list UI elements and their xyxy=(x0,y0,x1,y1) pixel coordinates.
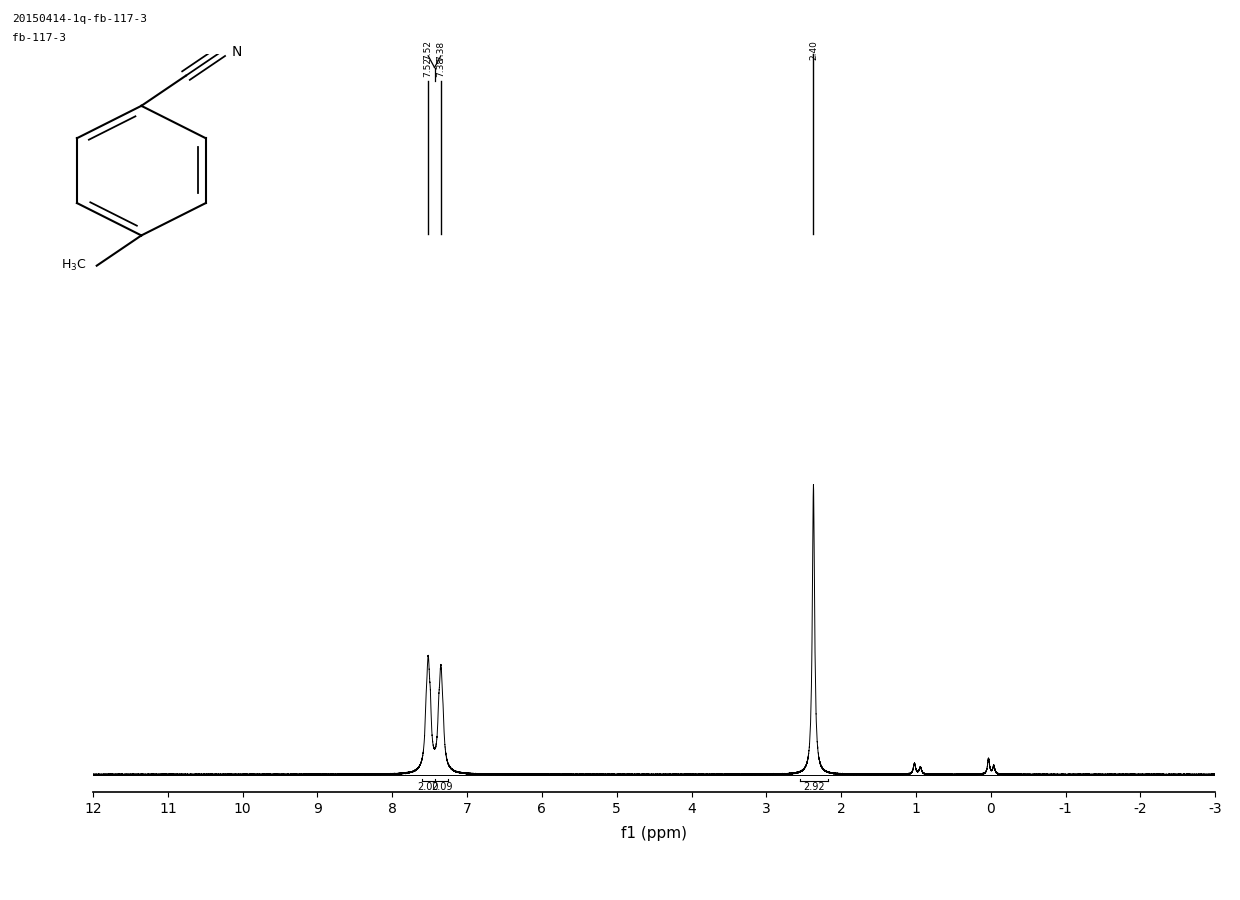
Text: 2.00: 2.00 xyxy=(418,782,439,792)
Text: H$_3$C: H$_3$C xyxy=(61,258,87,274)
Text: 20150414-1q-fb-117-3: 20150414-1q-fb-117-3 xyxy=(12,14,148,23)
Text: 7.52: 7.52 xyxy=(424,40,433,60)
Text: 2.09: 2.09 xyxy=(430,782,453,792)
Text: 7.38: 7.38 xyxy=(436,57,445,76)
Text: 7.38: 7.38 xyxy=(436,40,445,60)
Text: 2.40: 2.40 xyxy=(808,40,818,60)
Text: 7.52: 7.52 xyxy=(424,57,433,76)
Text: 2.92: 2.92 xyxy=(804,782,825,792)
X-axis label: f1 (ppm): f1 (ppm) xyxy=(621,826,687,842)
Text: fb-117-3: fb-117-3 xyxy=(12,33,67,43)
Text: N: N xyxy=(231,45,242,58)
